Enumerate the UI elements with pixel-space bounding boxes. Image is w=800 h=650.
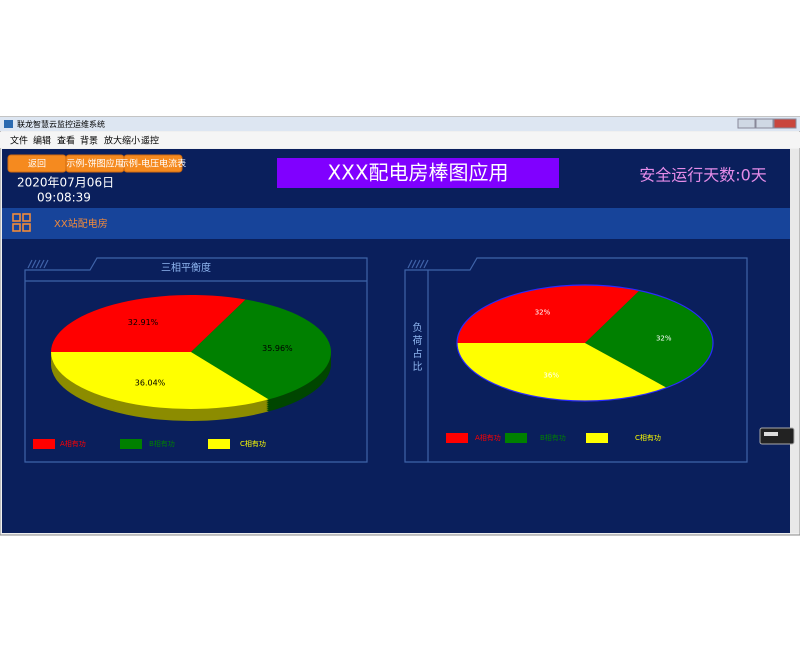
button[interactable] [123,154,183,173]
status: 安全运行天数:0天 [639,166,767,185]
menu-item[interactable]: 背景 [80,135,98,147]
button-label[interactable]: 返回 [28,158,46,170]
menu-item[interactable]: 遥控 [141,135,159,147]
menu-item[interactable]: 查看 [57,135,75,147]
menu-bar [0,132,800,148]
pie-slice [585,290,713,388]
legend-label: C相有功 [240,439,266,448]
station-bar [2,208,790,239]
maximize-button[interactable] [755,118,774,129]
time: 09:08:39 [37,191,91,205]
legend-label: B相有功 [149,439,175,448]
charts: 32.91% 35.96% 36.04% A相有功 B相有功 C相有功 32% 32% 36% A… [33,284,714,449]
legend-label: A相有功 [60,439,86,448]
pie-slice [457,343,667,401]
page-title: XXX配电房棒图应用 [327,161,508,185]
title-bar [0,117,800,131]
close-button[interactable] [773,118,797,129]
menu-item[interactable]: 编辑 [33,135,51,147]
pie-slice [51,352,269,409]
legend-label: B相有功 [540,433,566,442]
window-title: 联龙智慧云监控运维系统 [17,119,105,129]
pie-slice [191,299,331,400]
legend-swatch [505,433,527,443]
value-label: 35.96% [262,344,293,353]
value-label: 32.91% [128,318,159,327]
legend-swatch [33,439,55,449]
menu-item[interactable]: 文件 [10,135,28,147]
pie-outline [456,284,714,402]
minimize-button[interactable] [737,118,756,129]
value-label: 32% [656,334,672,342]
value-label: 36.04% [135,379,166,388]
grid-icon [12,213,31,232]
legend-label: C相有功 [635,433,661,442]
legend-swatch [586,433,608,443]
station-name: XX站配电房 [54,217,108,230]
date: 2020年07月06日 [17,176,114,190]
menu-item[interactable]: 放大缩小 [104,135,140,147]
legend-swatch [446,433,468,443]
value-label: 36% [543,372,559,380]
value-label: 32% [535,309,551,317]
chart-title: 负荷占比 [410,321,422,374]
scrollbar[interactable] [790,149,799,533]
button-label[interactable]: 示例-饼图应用 [66,158,123,170]
button-label[interactable]: 示例-电压电流表 [120,158,186,170]
app-icon [4,120,13,128]
panel-frames [24,257,748,463]
title-box [277,158,559,188]
device-icon [759,427,795,445]
pie-slice [51,294,246,352]
legend-label: A相有功 [475,433,501,442]
menu: 文件 编辑 查看 背景 放大缩小 遥控 [10,135,159,147]
chart-title: 三相平衡度 [161,261,211,274]
legend-swatch [208,439,230,449]
pie-slice [457,285,640,343]
legend-swatch [120,439,142,449]
